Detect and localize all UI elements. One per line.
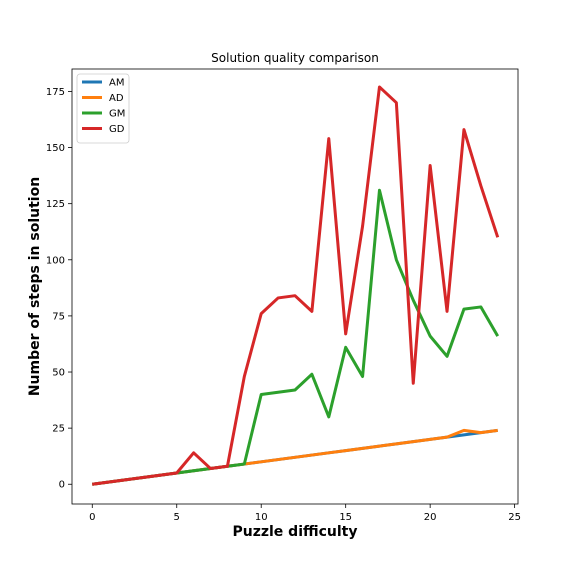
series-line-gd [92,85,500,486]
chart-title: Solution quality comparison [211,51,379,65]
legend-label-ad: AD [109,93,124,104]
plot-frame [71,68,519,505]
legend-box [76,73,130,144]
x-tick-label: 15 [339,512,352,523]
legend-label-gm: GM [109,109,125,120]
legend-label-am: AM [109,78,124,89]
y-tick-label: 0 [59,480,65,491]
y-tick-label: 150 [46,143,65,154]
y-tick-label: 50 [52,368,65,379]
series-layer [92,85,500,486]
x-tick-label: 0 [89,512,95,523]
x-tick-label: 25 [508,512,521,523]
legend: AM AD GM GD [76,73,130,144]
legend-label-gd: GD [109,124,125,135]
x-tick-label: 20 [424,512,437,523]
y-tick-label: 125 [46,199,65,210]
y-tick-label: 75 [52,311,65,322]
x-axis-label: Puzzle difficulty [232,524,357,540]
y-tick-label: 175 [46,87,65,98]
x-tick-label: 10 [255,512,268,523]
ticks-layer: 0 5 10 15 20 25 0 25 50 75 100 125 150 175 [46,87,521,523]
x-tick-label: 5 [174,512,180,523]
y-tick-label: 100 [46,255,65,266]
y-axis-label: Number of steps in solution [27,177,43,396]
y-tick-label: 25 [52,424,65,435]
